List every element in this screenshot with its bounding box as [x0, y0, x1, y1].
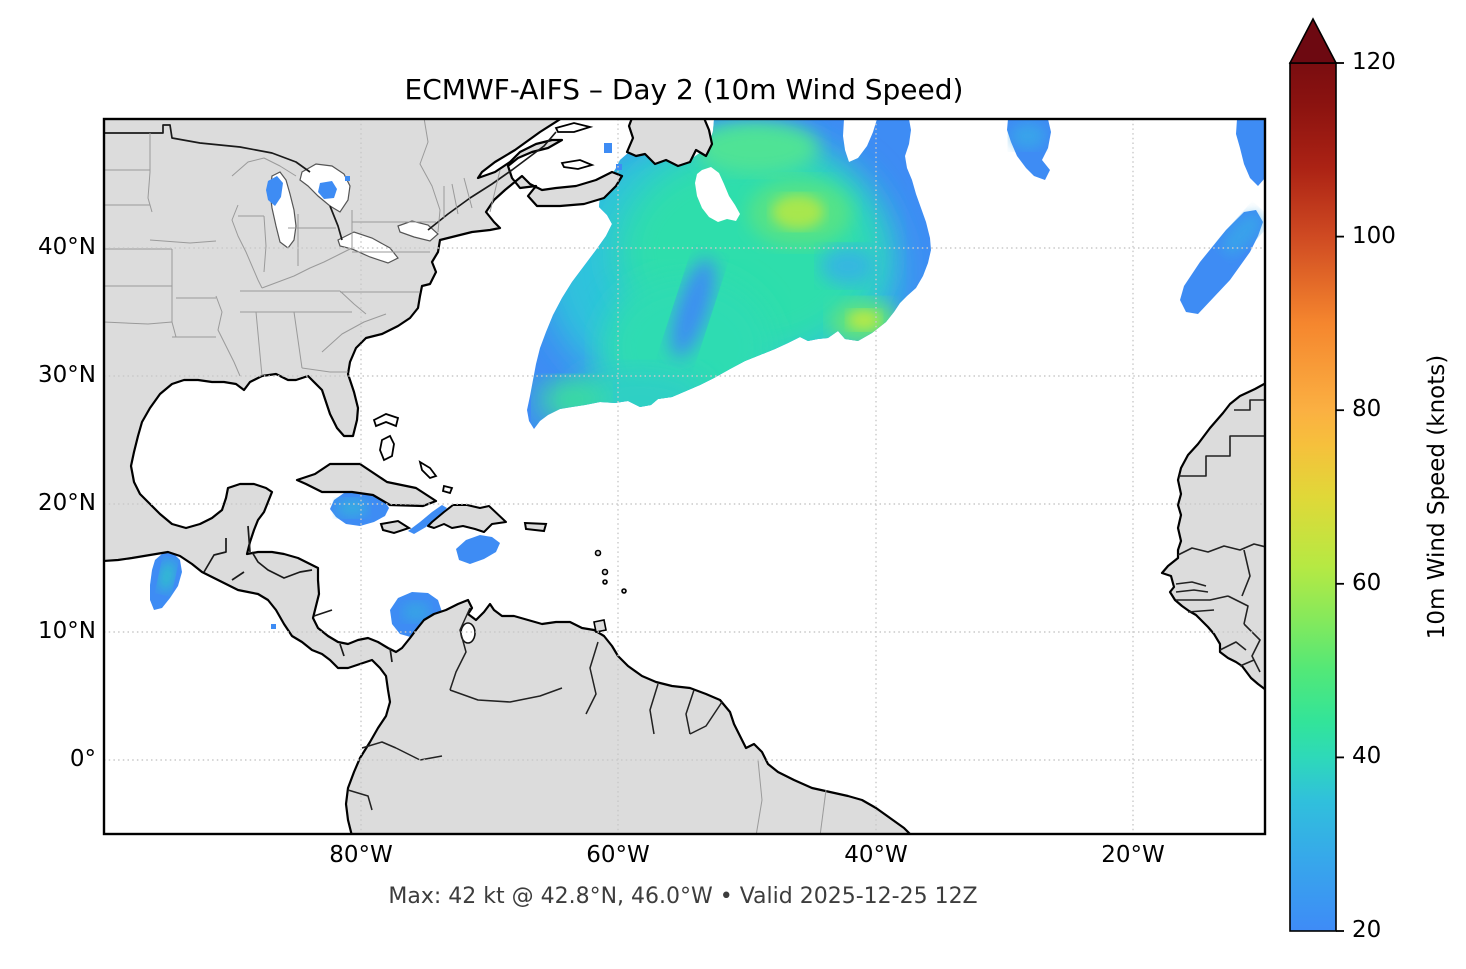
- colorbar-tick-120: 120: [1352, 49, 1396, 75]
- wind-field-calm-hole: [695, 167, 740, 222]
- island-puerto-rico: [523, 521, 548, 533]
- landmasses: [104, 119, 1265, 834]
- south-america-borders: [347, 607, 723, 811]
- x-tick-40w: 40°W: [844, 842, 908, 868]
- y-tick-10n: 10°N: [38, 618, 96, 644]
- islands-lesser-antilles: [593, 549, 627, 633]
- island-anticosti: [554, 122, 594, 133]
- y-tick-20n: 20°N: [38, 490, 96, 516]
- wind-field-main-atlantic: [527, 119, 931, 429]
- land-americas: [104, 119, 912, 834]
- wind-spot-lake-michigan: [266, 176, 283, 206]
- colorbar-tick-100: 100: [1352, 223, 1396, 249]
- gridlines: [104, 119, 1265, 834]
- colorbar-tick-60: 60: [1352, 570, 1382, 596]
- y-tick-30n: 30°N: [38, 362, 96, 388]
- africa-borders: [1175, 399, 1265, 673]
- colorbar-axis-label: 10m Wind Speed (knots): [1423, 354, 1450, 640]
- x-tick-80w: 80°W: [329, 842, 393, 868]
- island-jamaica: [379, 519, 412, 535]
- colorbar-tick-80: 80: [1352, 396, 1382, 422]
- y-tick-40n: 40°N: [38, 234, 96, 260]
- x-tick-20w: 20°W: [1101, 842, 1165, 868]
- figure-title: ECMWF-AIFS – Day 2 (10m Wind Speed): [404, 73, 964, 106]
- x-tick-60w: 60°W: [586, 842, 650, 868]
- land-africa: [1160, 382, 1265, 691]
- colorbar-gradient: [1289, 62, 1337, 932]
- colorbar-tick-20: 20: [1352, 917, 1382, 943]
- island-prince-edward: [560, 159, 595, 170]
- colorbar-tick-40: 40: [1352, 743, 1382, 769]
- colorbar-tick-marks: [1336, 62, 1344, 932]
- colorbar: [1288, 17, 1344, 932]
- country-borders: [104, 124, 557, 663]
- axes-frame: [102, 117, 1267, 836]
- state-borders: [104, 119, 827, 834]
- island-hispaniola: [427, 504, 507, 533]
- wind-field-small-patches: [150, 119, 1265, 638]
- figure-subtitle: Max: 42 kt @ 42.8°N, 46.0°W • Valid 2025…: [388, 884, 978, 909]
- colorbar-extend-arrow: [1288, 17, 1338, 64]
- islands-bahamas: [372, 413, 454, 495]
- island-newfoundland: [625, 119, 714, 168]
- wind-spot-lake-huron: [318, 181, 337, 199]
- y-tick-0: 0°: [69, 746, 96, 772]
